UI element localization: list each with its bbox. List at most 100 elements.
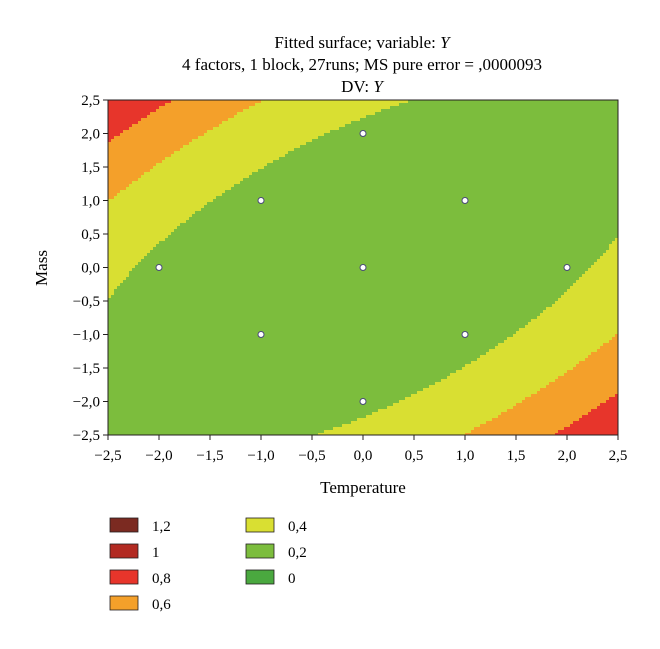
surface-cell [126, 154, 130, 158]
surface-cell [225, 178, 229, 182]
surface-cell [222, 208, 226, 212]
surface-cell [237, 184, 241, 188]
surface-cell [126, 325, 130, 329]
surface-cell [195, 145, 199, 149]
surface-cell [180, 382, 184, 386]
surface-cell [231, 400, 235, 404]
surface-cell [171, 250, 175, 254]
surface-cell [198, 244, 202, 248]
surface-cell [141, 310, 145, 314]
surface-cell [147, 361, 151, 365]
surface-cell [222, 358, 226, 362]
surface-cell [234, 325, 238, 329]
surface-cell [147, 166, 151, 170]
surface-cell [204, 136, 208, 140]
surface-cell [108, 151, 112, 155]
surface-cell [189, 340, 193, 344]
surface-cell [153, 178, 157, 182]
surface-cell [204, 430, 208, 434]
surface-cell [231, 307, 235, 311]
surface-cell [180, 208, 184, 212]
surface-cell [213, 181, 217, 185]
surface-cell [117, 163, 121, 167]
surface-cell [117, 415, 121, 419]
surface-cell [108, 124, 112, 128]
surface-cell [216, 373, 220, 377]
surface-cell [141, 349, 145, 353]
surface-cell [111, 433, 115, 436]
surface-cell [132, 286, 136, 290]
surface-cell [192, 292, 196, 296]
surface-cell [114, 427, 118, 431]
surface-cell [120, 121, 124, 125]
surface-cell [237, 199, 241, 203]
surface-cell [240, 211, 244, 215]
surface-cell [207, 151, 211, 155]
surface-cell [147, 163, 151, 167]
surface-cell [240, 118, 244, 122]
surface-cell [144, 109, 148, 113]
surface-cell [150, 304, 154, 308]
surface-cell [219, 250, 223, 254]
surface-cell [108, 421, 112, 425]
surface-cell [123, 352, 127, 356]
surface-cell [117, 337, 121, 341]
surface-cell [219, 277, 223, 281]
surface-cell [171, 130, 175, 134]
surface-cell [135, 145, 139, 149]
surface-cell [207, 157, 211, 161]
surface-cell [198, 205, 202, 209]
surface-cell [213, 166, 217, 170]
surface-cell [144, 208, 148, 212]
surface-cell [159, 310, 163, 314]
surface-cell [213, 391, 217, 395]
surface-cell [186, 235, 190, 239]
surface-cell [129, 262, 133, 266]
surface-cell [180, 157, 184, 161]
surface-cell [177, 118, 181, 122]
surface-cell [213, 193, 217, 197]
surface-cell [201, 106, 205, 110]
surface-cell [180, 268, 184, 272]
surface-cell [171, 184, 175, 188]
surface-cell [174, 331, 178, 335]
surface-cell [231, 232, 235, 236]
surface-cell [186, 241, 190, 245]
surface-cell [165, 331, 169, 335]
surface-cell [234, 265, 238, 269]
surface-cell [150, 391, 154, 395]
surface-cell [114, 163, 118, 167]
surface-cell [123, 106, 127, 110]
surface-cell [117, 160, 121, 164]
surface-cell [150, 286, 154, 290]
surface-cell [141, 106, 145, 110]
surface-cell [183, 433, 187, 436]
surface-cell [162, 109, 166, 113]
surface-cell [237, 241, 241, 245]
surface-cell [174, 175, 178, 179]
surface-cell [168, 157, 172, 161]
surface-cell [237, 145, 241, 149]
surface-cell [126, 151, 130, 155]
surface-cell [213, 364, 217, 368]
surface-cell [108, 391, 112, 395]
surface-cell [123, 337, 127, 341]
surface-cell [123, 157, 127, 161]
surface-cell [201, 316, 205, 320]
surface-cell [225, 106, 229, 110]
surface-cell [168, 223, 172, 227]
surface-cell [129, 244, 133, 248]
surface-cell [219, 133, 223, 137]
surface-cell [234, 361, 238, 365]
surface-cell [171, 124, 175, 128]
surface-cell [120, 382, 124, 386]
surface-cell [201, 211, 205, 215]
surface-cell [123, 175, 127, 179]
surface-cell [123, 256, 127, 260]
surface-cell [144, 277, 148, 281]
surface-cell [195, 418, 199, 422]
surface-cell [234, 229, 238, 233]
surface-cell [213, 202, 217, 206]
surface-cell [108, 169, 112, 173]
surface-cell [204, 223, 208, 227]
